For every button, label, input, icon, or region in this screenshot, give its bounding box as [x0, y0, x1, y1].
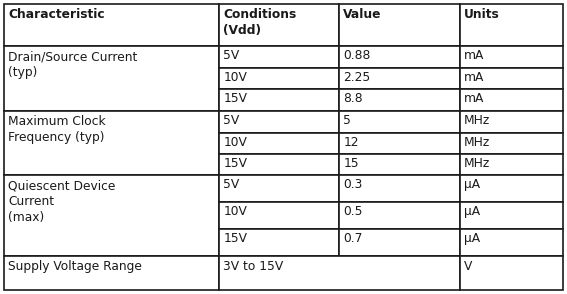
Bar — [219, 46, 340, 68]
Text: V: V — [464, 260, 472, 273]
Text: 2.25: 2.25 — [344, 71, 371, 84]
Bar — [340, 46, 460, 68]
Bar — [340, 175, 460, 202]
Bar — [460, 111, 563, 133]
Bar — [4, 175, 219, 256]
Bar — [460, 68, 563, 89]
Text: 0.5: 0.5 — [344, 205, 363, 218]
Bar — [460, 175, 563, 202]
Text: MHz: MHz — [464, 114, 490, 127]
Text: μA: μA — [464, 205, 480, 218]
Bar — [460, 202, 563, 229]
Bar — [219, 4, 340, 46]
Bar — [460, 89, 563, 111]
Text: 15: 15 — [344, 157, 359, 170]
Bar — [460, 46, 563, 68]
Bar — [219, 68, 340, 89]
Text: 5V: 5V — [223, 114, 239, 127]
Bar — [340, 4, 460, 46]
Bar — [460, 133, 563, 154]
Bar — [219, 133, 340, 154]
Text: Drain/Source Current
(typ): Drain/Source Current (typ) — [8, 50, 137, 79]
Bar — [340, 133, 460, 154]
Bar — [460, 4, 563, 46]
Bar — [340, 229, 460, 256]
Text: Supply Voltage Range: Supply Voltage Range — [8, 260, 142, 273]
Text: Characteristic: Characteristic — [8, 8, 105, 21]
Text: Value: Value — [344, 8, 382, 21]
Text: 15V: 15V — [223, 93, 247, 106]
Text: 15V: 15V — [223, 232, 247, 245]
Bar — [219, 175, 340, 202]
Bar — [4, 4, 219, 46]
Bar — [460, 256, 563, 290]
Bar — [219, 256, 460, 290]
Bar — [340, 89, 460, 111]
Bar — [4, 111, 219, 175]
Text: MHz: MHz — [464, 136, 490, 148]
Text: 3V to 15V: 3V to 15V — [223, 260, 284, 273]
Text: 10V: 10V — [223, 71, 247, 84]
Text: Units: Units — [464, 8, 500, 21]
Bar — [4, 256, 219, 290]
Bar — [219, 202, 340, 229]
Bar — [340, 202, 460, 229]
Text: MHz: MHz — [464, 157, 490, 170]
Text: μA: μA — [464, 178, 480, 191]
Bar — [219, 154, 340, 175]
Bar — [340, 68, 460, 89]
Text: Maximum Clock
Frequency (typ): Maximum Clock Frequency (typ) — [8, 115, 105, 144]
Text: 10V: 10V — [223, 136, 247, 148]
Text: 5: 5 — [344, 114, 352, 127]
Text: mA: mA — [464, 49, 484, 62]
Bar — [460, 229, 563, 256]
Text: 5V: 5V — [223, 49, 239, 62]
Text: Conditions
(Vdd): Conditions (Vdd) — [223, 8, 297, 37]
Text: 10V: 10V — [223, 205, 247, 218]
Bar — [219, 89, 340, 111]
Bar — [4, 46, 219, 111]
Bar — [219, 111, 340, 133]
Text: 15V: 15V — [223, 157, 247, 170]
Bar — [340, 111, 460, 133]
Text: 0.3: 0.3 — [344, 178, 363, 191]
Text: mA: mA — [464, 93, 484, 106]
Bar — [219, 229, 340, 256]
Text: 5V: 5V — [223, 178, 239, 191]
Text: mA: mA — [464, 71, 484, 84]
Bar — [460, 154, 563, 175]
Text: 12: 12 — [344, 136, 359, 148]
Text: 0.88: 0.88 — [344, 49, 371, 62]
Text: 0.7: 0.7 — [344, 232, 363, 245]
Text: 8.8: 8.8 — [344, 93, 363, 106]
Text: μA: μA — [464, 232, 480, 245]
Text: Quiescent Device
Current
(max): Quiescent Device Current (max) — [8, 179, 115, 224]
Bar — [340, 154, 460, 175]
